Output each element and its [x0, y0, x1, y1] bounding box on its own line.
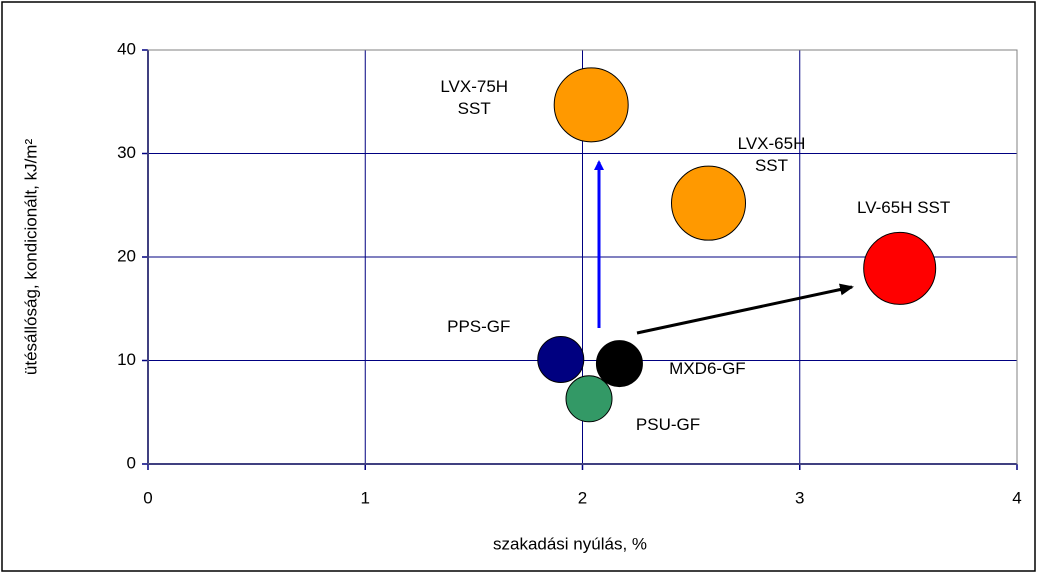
x-tick-label: 1: [361, 488, 370, 507]
bubble: [863, 231, 937, 305]
x-tick-label: 4: [1012, 488, 1021, 507]
bubble-label: MXD6-GF: [669, 358, 746, 378]
x-tick-label: 0: [143, 488, 152, 507]
bubble: [553, 67, 629, 143]
y-tick-label: 10: [117, 350, 136, 369]
bubble-label: LVX-65H SST: [737, 134, 806, 176]
x-axis-title: szakadási nyúlás, %: [493, 534, 647, 553]
y-tick-label: 0: [127, 453, 136, 472]
bubble: [595, 340, 643, 388]
bubble-label: LVX-75H SST: [440, 76, 509, 118]
bubble-label: LV-65H SST: [857, 198, 951, 218]
bubble: [537, 335, 585, 383]
y-tick-label: 40: [117, 39, 136, 58]
plot-area: [147, 49, 1018, 465]
arrow: [636, 283, 854, 335]
bubble-label: PSU-GF: [635, 414, 701, 434]
x-tick-label: 3: [795, 488, 804, 507]
y-tick-label: 30: [117, 143, 136, 162]
bubble: [671, 165, 747, 241]
bubble-label: PPS-GF: [447, 317, 511, 337]
y-axis-title: ütésállóság, kondicionált, kJ/m²: [21, 139, 40, 376]
x-tick-label: 2: [578, 488, 587, 507]
bubble: [565, 375, 613, 423]
y-tick-label: 20: [117, 246, 136, 265]
